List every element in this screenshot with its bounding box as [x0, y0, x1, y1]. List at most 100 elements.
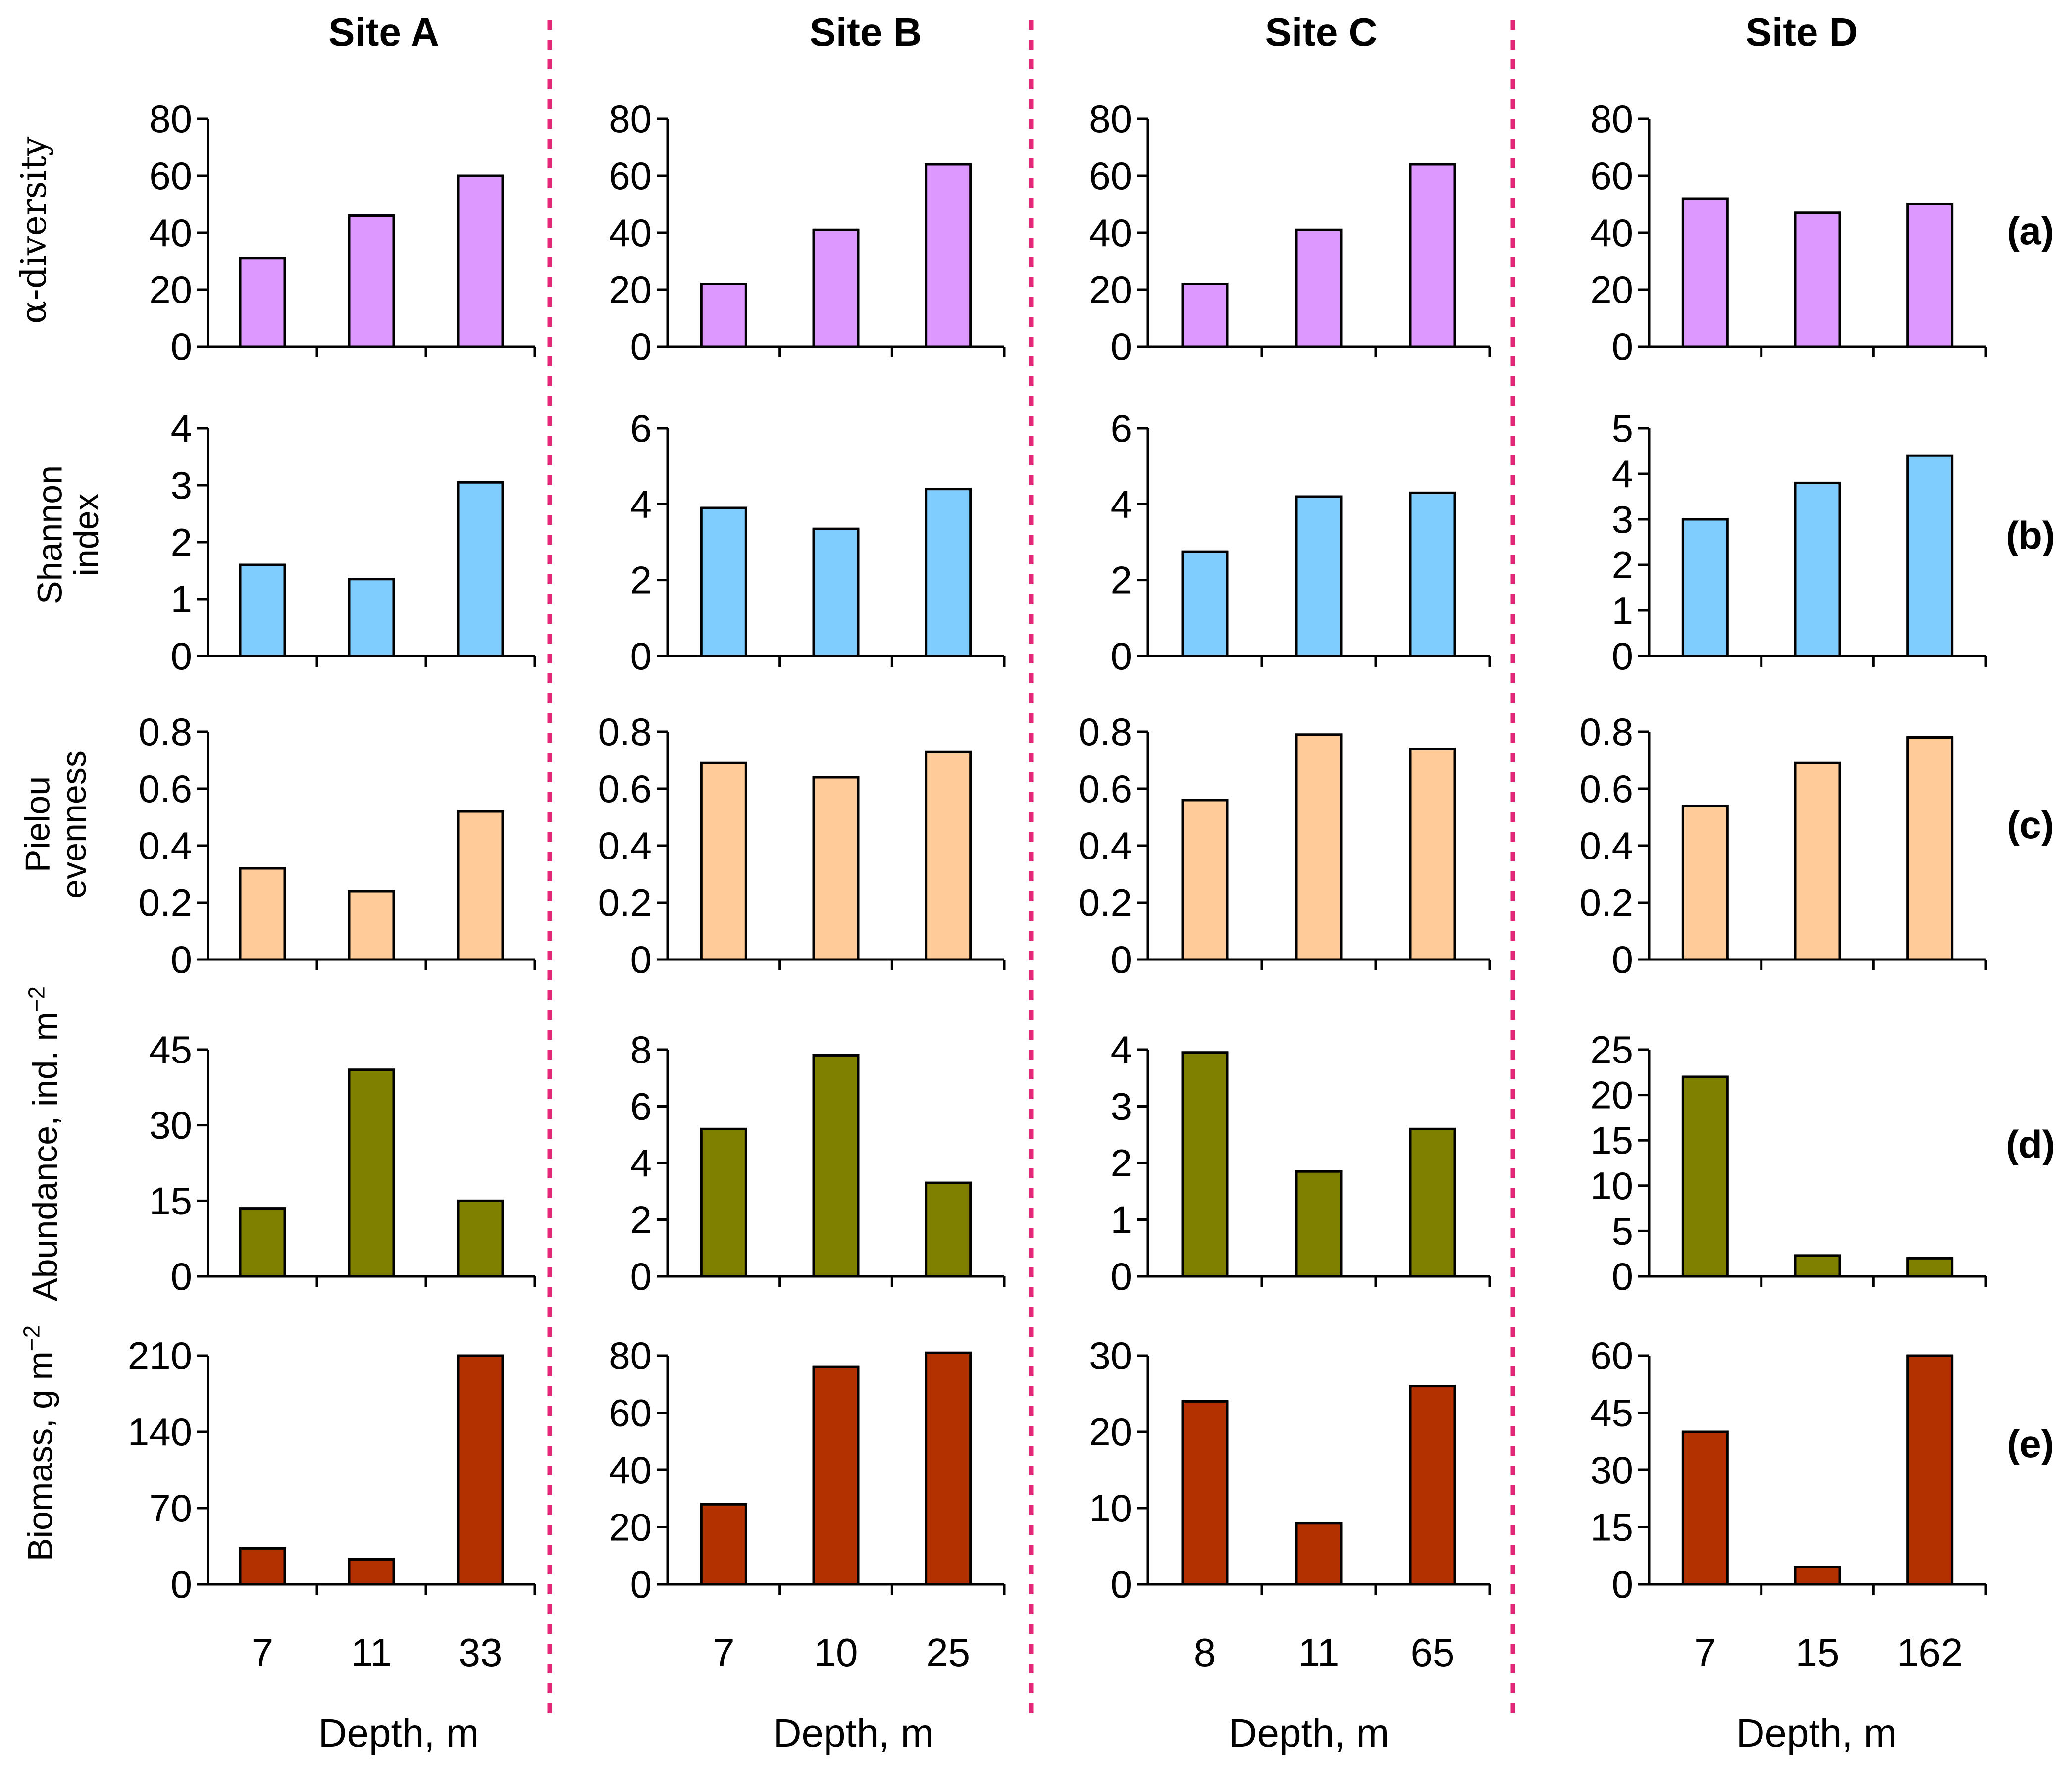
y-tick-label: 0: [1111, 325, 1132, 368]
panel-5-3: 0 10 20 30: [1089, 1334, 1491, 1606]
x-tick-label: 162: [1897, 1630, 1963, 1674]
panel-5-2: 0 20 40 60 80: [609, 1334, 1006, 1606]
bar-162: [1906, 1257, 1954, 1278]
y-tick-label: 0.2: [598, 881, 652, 924]
y-tick-label: 0: [171, 938, 192, 981]
y-tick-label: 40: [609, 1448, 652, 1492]
panel-4-1: 0 15 30 45: [149, 1028, 536, 1298]
y-tick-label: 0: [1111, 938, 1132, 981]
panel-5-1: 0 70 140 210: [128, 1334, 536, 1606]
y-tick-label: 4: [630, 482, 652, 526]
y-tick-label: 20: [1089, 268, 1132, 311]
x-tick-label: 7: [252, 1630, 274, 1674]
bar-8: [1181, 283, 1229, 348]
bar-7: [1681, 518, 1729, 657]
y-tick-label: 8: [630, 1028, 652, 1071]
y-tick-label: 45: [1590, 1391, 1633, 1435]
bar-7: [700, 1127, 747, 1278]
bar-7: [1681, 1075, 1729, 1278]
chart-panels: 0204060800204060800204060800204060800123…: [128, 97, 1987, 1606]
y-tick-label: 0: [630, 325, 652, 368]
y-tick-label: 0: [630, 938, 652, 981]
panel-label-1: (a): [2007, 209, 2054, 253]
ylabel-row-3: Pielouevenness: [18, 750, 94, 899]
y-tick-label: 0: [171, 1255, 192, 1298]
panel-1-2: 0 20 40 60 80: [609, 97, 1006, 368]
y-tick-label: 0.2: [139, 881, 192, 924]
bar-8: [1181, 799, 1229, 961]
panel-5-4: 0 15 30 45 60: [1590, 1334, 1987, 1606]
y-tick-label: 30: [1590, 1448, 1633, 1492]
y-tick-label: 0: [171, 634, 192, 678]
panel-2-2: 0 2 4 6: [630, 406, 1006, 678]
panel-3-1: 0 0.2 0.4 0.6 0.8: [139, 710, 536, 981]
bar-11: [348, 214, 395, 348]
x-axis-title-1: Depth, m: [318, 1711, 479, 1755]
bar-10: [812, 228, 860, 348]
y-tick-label: 0: [1111, 1255, 1132, 1298]
bar-10: [812, 1054, 860, 1278]
x-tick-label: 25: [926, 1630, 970, 1674]
bar-65: [1409, 491, 1456, 657]
bar-7: [700, 1503, 747, 1586]
y-tick-label: 20: [1590, 1073, 1633, 1117]
y-tick-label: 2: [630, 558, 652, 602]
bar-162: [1906, 1354, 1954, 1586]
y-tick-label: 3: [171, 463, 192, 507]
y-tick-label: 4: [630, 1141, 652, 1185]
y-tick-label: 3: [1111, 1085, 1132, 1128]
y-tick-label: 70: [149, 1486, 192, 1530]
y-tick-label: 2: [1111, 558, 1132, 602]
y-tick-label: 1: [171, 577, 192, 621]
bar-11: [348, 1558, 395, 1586]
bar-65: [1409, 1385, 1456, 1586]
y-tick-label: 2: [1111, 1141, 1132, 1185]
ylabel-line-2: evenness: [54, 750, 93, 899]
x-tick-label: 10: [814, 1630, 858, 1674]
y-tick-label: 80: [609, 97, 652, 141]
y-tick-label: 0: [1612, 938, 1633, 981]
bar-7: [239, 257, 286, 348]
y-tick-label: 0: [1612, 325, 1633, 368]
bar-7: [239, 1207, 286, 1278]
row-panel-labels: (a) (b) (c) (d) (e): [2006, 209, 2055, 1466]
y-tick-label: 60: [609, 1391, 652, 1435]
bar-65: [1409, 1127, 1456, 1278]
bar-11: [348, 890, 395, 961]
y-tick-label: 0.2: [1079, 881, 1132, 924]
y-tick-label: 40: [1590, 211, 1633, 254]
x-axis-title-3: Depth, m: [1229, 1711, 1390, 1755]
y-tick-label: 4: [171, 406, 192, 450]
y-tick-label: 40: [149, 211, 192, 254]
y-tick-label: 10: [1089, 1486, 1132, 1530]
y-tick-label: 0: [1111, 634, 1132, 678]
ylabel-text: Abundance, ind. m: [26, 1012, 64, 1301]
y-tick-label: 20: [1590, 268, 1633, 311]
bar-10: [812, 776, 860, 961]
panel-label-3: (c): [2007, 803, 2054, 847]
panel-label-5: (e): [2007, 1422, 2054, 1466]
bar-11: [1295, 228, 1343, 348]
bar-33: [457, 1354, 504, 1586]
y-tick-label: 2: [1612, 543, 1633, 587]
y-tick-label: 0: [630, 634, 652, 678]
panel-1-4: 0 20 40 60 80: [1590, 97, 1987, 368]
y-tick-label: 45: [149, 1028, 192, 1071]
panel-label-2: (b): [2006, 513, 2055, 557]
y-tick-label: 0.6: [1580, 767, 1633, 810]
panel-1-1: 0 20 40 60 80: [149, 97, 536, 368]
bar-15: [1794, 1566, 1841, 1586]
ylabel-superscript: −2: [24, 986, 50, 1012]
bar-15: [1794, 761, 1841, 961]
bar-11: [1295, 495, 1343, 657]
bar-7: [700, 283, 747, 348]
bar-7: [239, 563, 286, 657]
bar-15: [1794, 1254, 1841, 1278]
y-tick-label: 0.8: [598, 710, 652, 754]
x-axis-title-2: Depth, m: [773, 1711, 934, 1755]
y-tick-label: 80: [609, 1334, 652, 1377]
y-tick-label: 4: [1111, 1028, 1132, 1071]
y-tick-label: 0.6: [598, 767, 652, 810]
